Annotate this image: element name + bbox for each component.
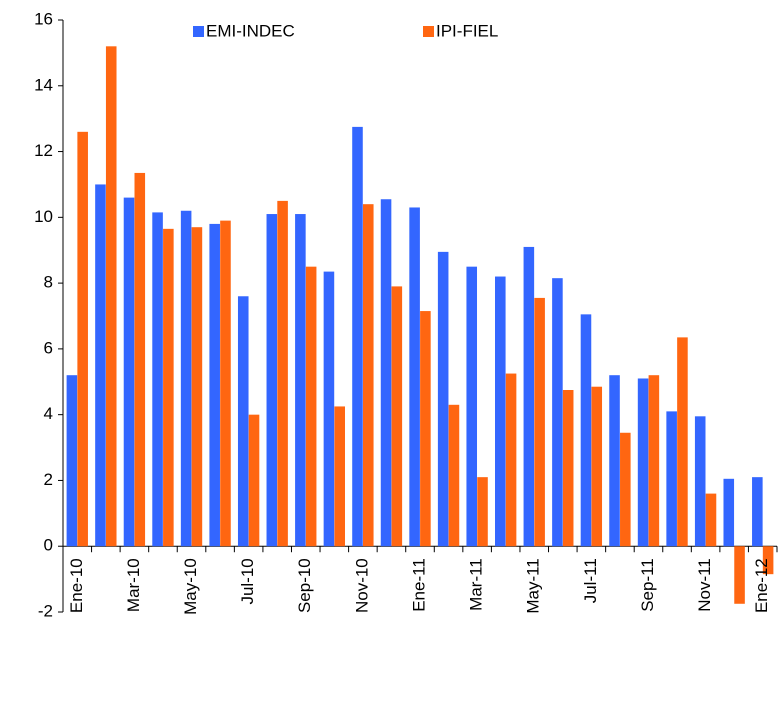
legend-swatch — [193, 26, 204, 37]
x-tick-label: Jul-10 — [238, 558, 257, 604]
bar — [562, 390, 574, 547]
y-tick-label: 10 — [34, 207, 53, 226]
bar — [209, 223, 220, 547]
bar — [152, 212, 163, 547]
bar — [523, 246, 535, 547]
bar — [362, 204, 374, 547]
bar — [762, 546, 774, 575]
y-tick-label: -2 — [38, 601, 53, 620]
bar — [95, 184, 106, 547]
x-tick-label: Nov-10 — [352, 558, 371, 613]
bar — [752, 477, 763, 547]
x-tick-label: Mar-11 — [467, 558, 486, 611]
bar — [591, 386, 603, 547]
bar — [391, 286, 403, 547]
legend-swatch — [423, 26, 434, 37]
bar — [637, 378, 649, 547]
bar — [77, 131, 88, 547]
bar — [352, 126, 363, 547]
bar — [409, 207, 420, 547]
bar — [448, 404, 460, 547]
bar — [534, 297, 545, 547]
bar — [580, 314, 592, 547]
bar — [734, 546, 745, 604]
bar — [163, 228, 174, 547]
bar — [466, 266, 478, 547]
bar — [123, 197, 135, 547]
bar — [266, 214, 278, 547]
y-tick-label: 2 — [44, 470, 53, 489]
bar — [505, 373, 517, 547]
bar — [105, 46, 117, 547]
x-tick-label: Ene-12 — [752, 558, 771, 613]
bar — [180, 210, 192, 547]
bar — [248, 414, 260, 547]
x-tick-label: Ene-11 — [409, 558, 428, 612]
bar — [495, 276, 506, 547]
bar — [191, 227, 203, 547]
x-tick-label: Ene-10 — [67, 558, 86, 613]
y-tick-label: 14 — [34, 75, 53, 94]
bar — [723, 478, 735, 547]
bar — [380, 199, 392, 547]
y-tick-label: 8 — [44, 273, 53, 292]
x-tick-label: Sep-11 — [638, 558, 657, 612]
y-tick-label: 0 — [44, 536, 53, 555]
x-tick-label: Sep-10 — [295, 558, 314, 613]
x-tick-label: Mar-10 — [124, 558, 143, 612]
bar — [620, 432, 631, 547]
bar — [237, 296, 249, 547]
bar — [666, 411, 677, 547]
y-tick-label: 16 — [34, 9, 53, 28]
bar — [420, 311, 431, 547]
x-tick-label: May-11 — [524, 558, 543, 613]
bar — [677, 337, 688, 547]
y-tick-label: 4 — [44, 404, 53, 423]
bar — [305, 266, 317, 547]
bar — [134, 172, 146, 547]
bar — [295, 214, 306, 547]
legend-label: IPI-FIEL — [436, 21, 498, 40]
bar — [323, 271, 335, 547]
x-tick-label: Nov-11 — [695, 558, 714, 612]
bar — [277, 200, 288, 547]
bar — [477, 477, 488, 547]
bar — [552, 278, 563, 547]
bar — [220, 220, 231, 547]
x-tick-label: Jul-11 — [581, 558, 600, 603]
y-tick-label: 6 — [44, 338, 53, 357]
bar — [705, 493, 717, 547]
bar — [334, 406, 345, 547]
bar — [694, 416, 706, 547]
legend-label: EMI-INDEC — [206, 21, 295, 40]
bar — [648, 375, 660, 547]
y-tick-label: 12 — [34, 141, 53, 160]
bar — [66, 375, 78, 547]
x-tick-label: May-10 — [181, 558, 200, 615]
bar — [437, 251, 449, 547]
bar — [609, 375, 620, 547]
